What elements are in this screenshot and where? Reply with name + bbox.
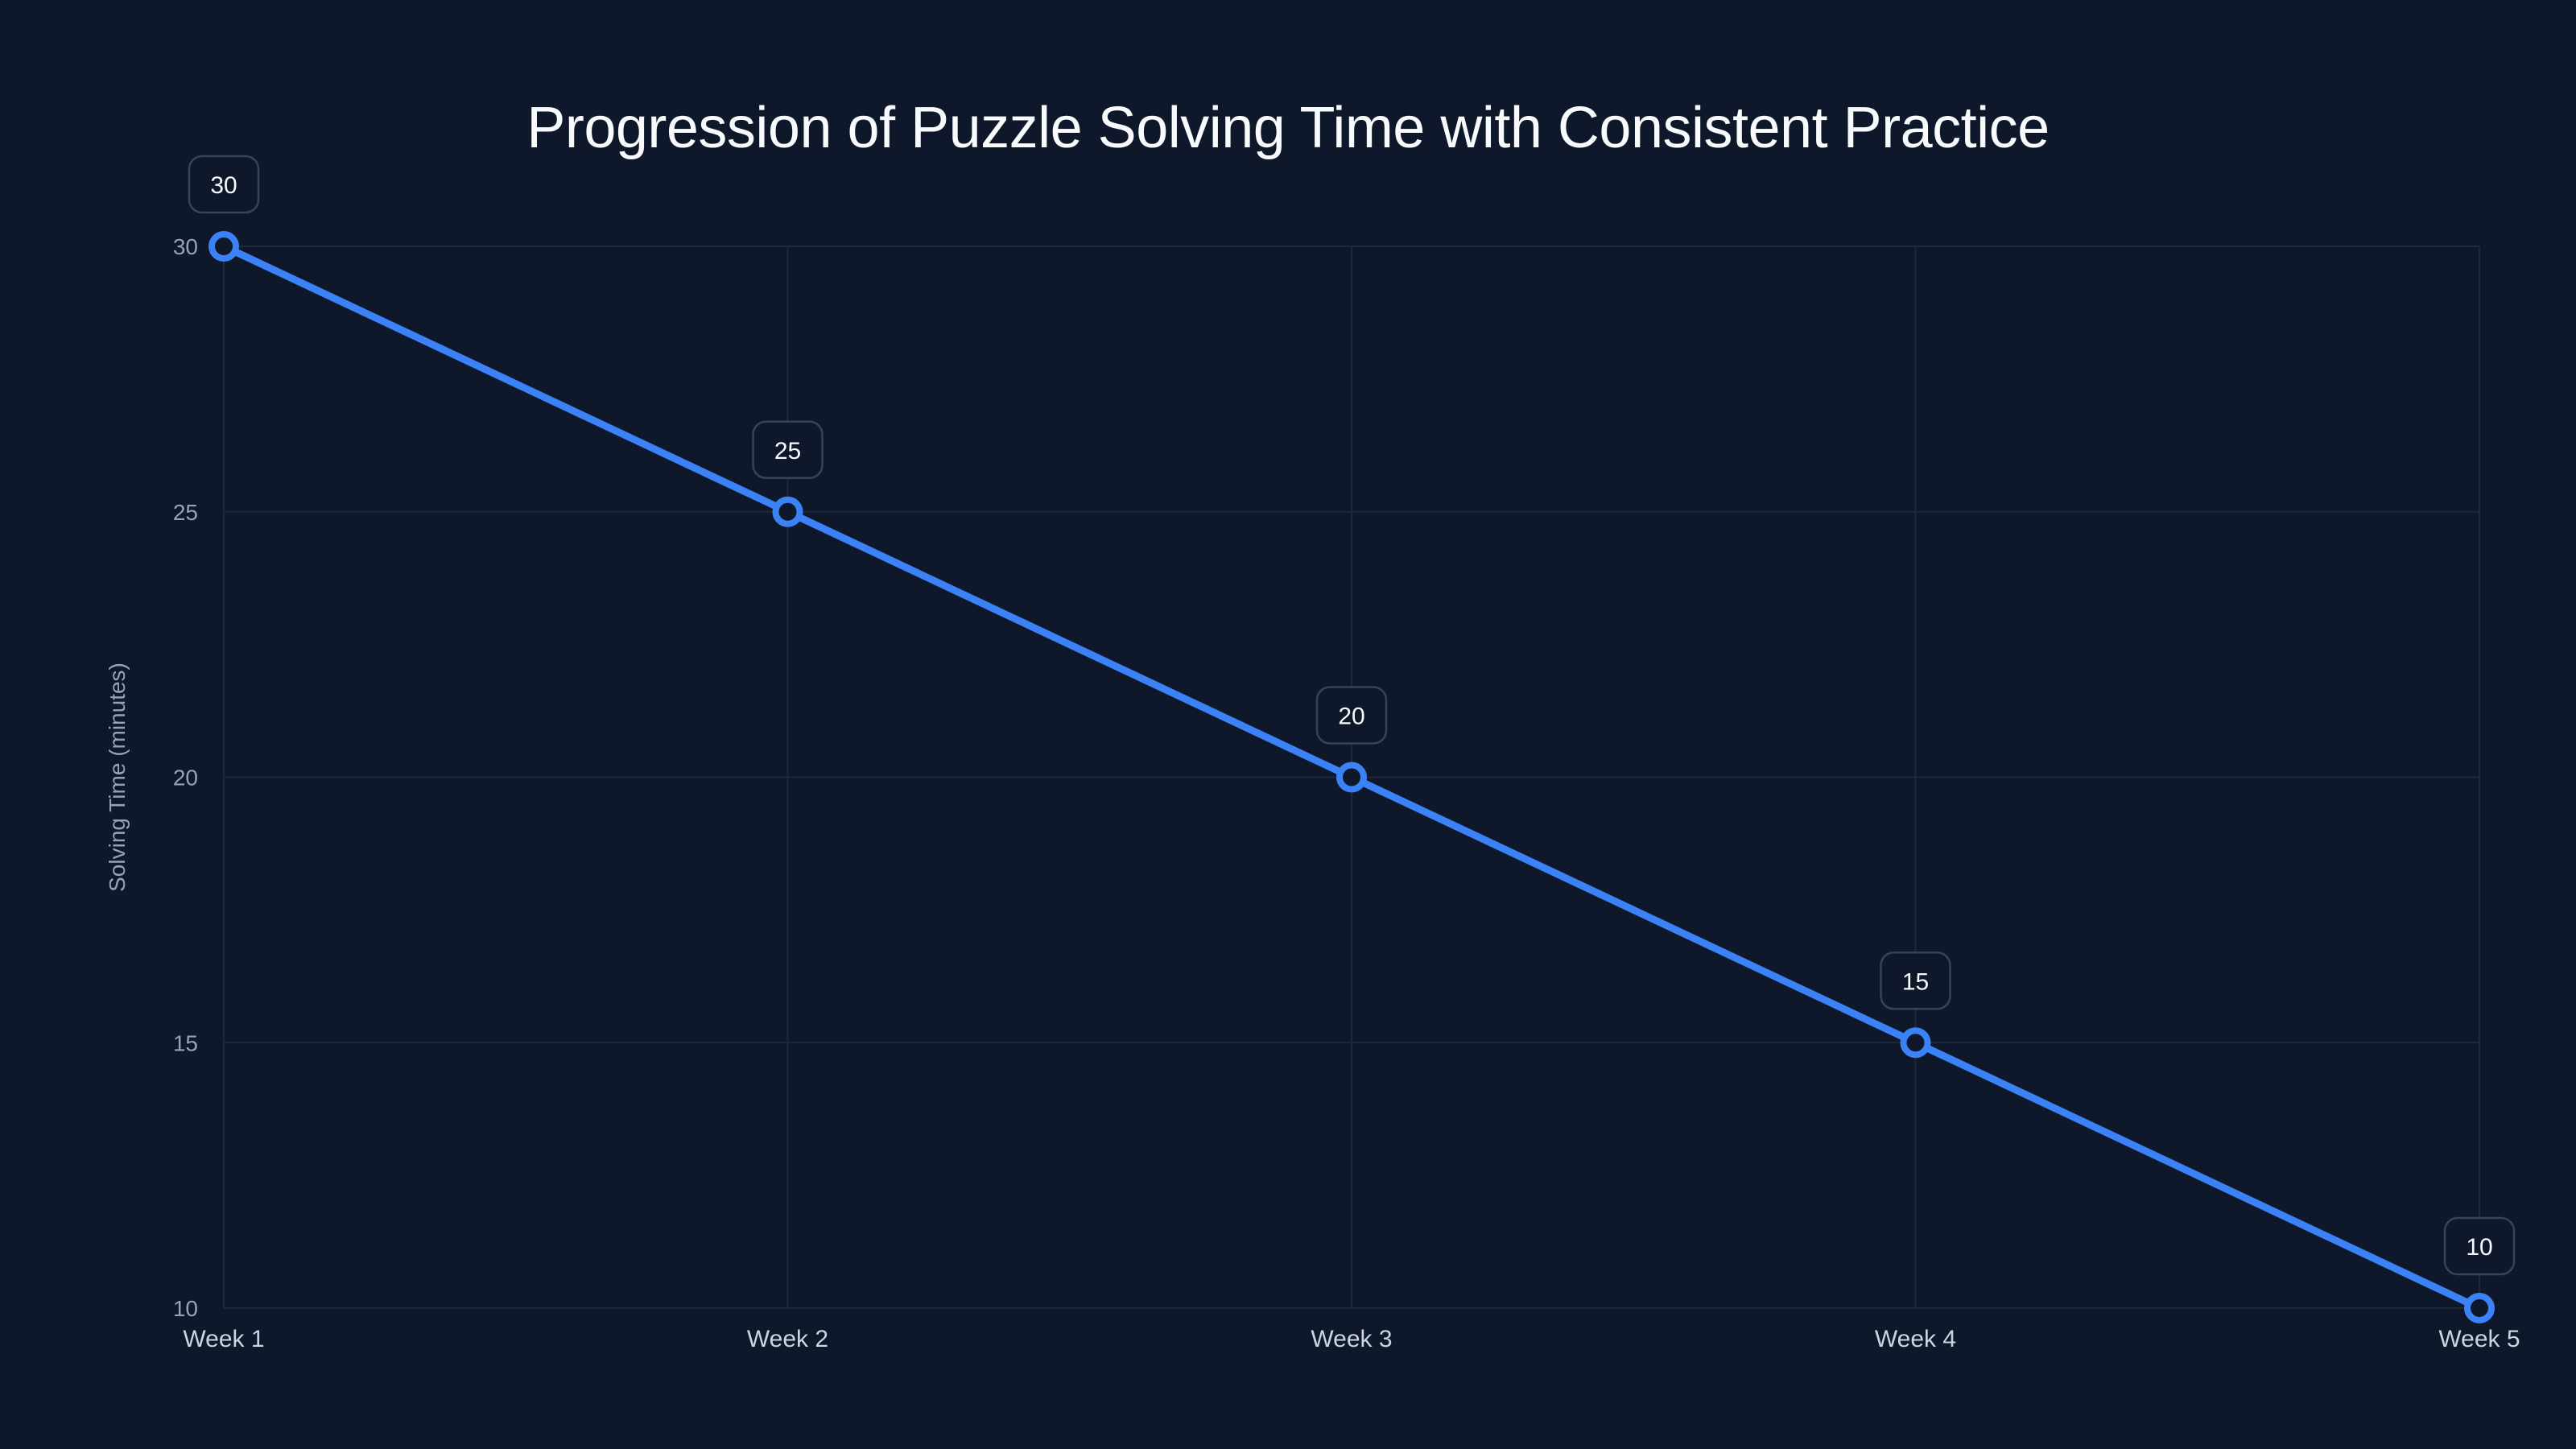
y-axis-label: Solving Time (minutes) — [105, 663, 130, 892]
data-label-box — [752, 420, 824, 479]
data-point-marker[interactable] — [1336, 762, 1367, 793]
data-label-box — [188, 155, 260, 214]
x-tick-label: Week 2 — [747, 1326, 828, 1352]
data-label-box — [2443, 1216, 2516, 1276]
x-tick-label: Week 3 — [1311, 1326, 1392, 1352]
chart-title: Progression of Puzzle Solving Time with … — [526, 96, 2050, 160]
x-tick-label: Week 5 — [2438, 1326, 2520, 1352]
y-tick-label: 15 — [173, 1030, 198, 1055]
y-tick-label: 30 — [173, 234, 198, 259]
y-tick-label: 20 — [173, 766, 198, 791]
y-tick-label: 25 — [173, 500, 198, 525]
data-label-box — [1880, 952, 1951, 1010]
data-point-marker[interactable] — [2464, 1293, 2495, 1323]
x-tick-label: Week 4 — [1875, 1326, 1956, 1352]
x-tick-label: Week 1 — [183, 1326, 264, 1352]
data-point-marker[interactable] — [208, 231, 239, 262]
data-label: 10 — [2466, 1234, 2492, 1261]
data-point-marker[interactable] — [772, 496, 803, 527]
data-point-marker[interactable] — [1900, 1027, 1931, 1059]
data-label: 15 — [1902, 968, 1929, 995]
y-tick-label: 10 — [173, 1296, 198, 1321]
data-label: 30 — [210, 172, 237, 199]
data-label-box — [1315, 686, 1388, 745]
data-label: 20 — [1338, 704, 1364, 730]
data-label: 25 — [774, 438, 801, 464]
